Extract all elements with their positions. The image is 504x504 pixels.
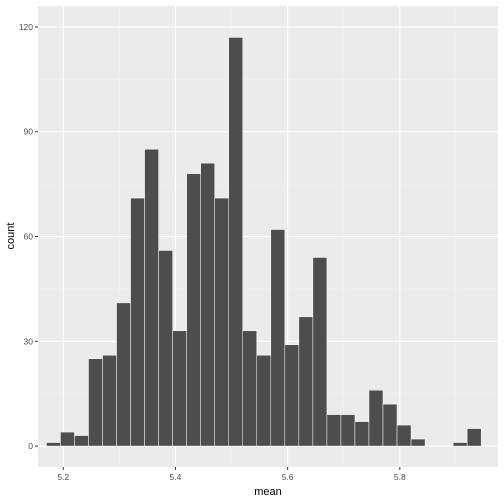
histogram-bar [354,421,370,447]
histogram-bar [396,424,412,447]
histogram-bar [186,173,201,447]
histogram-bar [74,435,89,447]
histogram-bar [298,316,314,447]
y-axis-ticks: 0 30 60 90 120 [19,22,38,451]
x-tick-label: 5.4 [170,472,182,482]
histogram-bar [368,389,384,447]
y-tick-label: 120 [19,22,33,32]
y-axis-title: count [5,223,17,250]
histogram-bar [326,414,342,447]
histogram-bar [46,442,61,447]
histogram-bar [158,250,173,447]
histogram-bar [130,197,145,447]
histogram-bar [242,330,258,447]
y-tick-label: 0 [28,441,33,451]
histogram-bar [88,358,103,447]
histogram-bar [256,354,272,447]
x-axis-ticks: 5.25.45.65.86.0 [57,467,406,482]
x-tick-label: 5.8 [394,472,406,482]
bars [46,37,482,447]
x-tick-label: 5.6 [282,472,294,482]
x-axis-title: mean [254,486,282,498]
histogram-bar [452,442,468,447]
histogram-bar [172,330,187,447]
histogram-bar [60,431,75,447]
y-tick-label: 90 [24,127,34,137]
histogram-bar [312,257,328,447]
x-tick-label: 5.2 [57,472,69,482]
histogram-bar [466,428,482,447]
histogram-bar [102,354,117,447]
histogram-bar [200,162,215,447]
y-tick-label: 60 [24,232,34,242]
histogram-bar [284,344,300,447]
histogram-bar [228,37,244,447]
histogram-bar [382,403,398,447]
histogram-bar [214,197,229,447]
histogram-bar [270,229,286,447]
y-tick-label: 30 [24,336,34,346]
histogram-bar [340,414,356,447]
histogram-bar [410,438,426,447]
histogram-bar [116,302,131,447]
histogram-bar [144,148,159,447]
